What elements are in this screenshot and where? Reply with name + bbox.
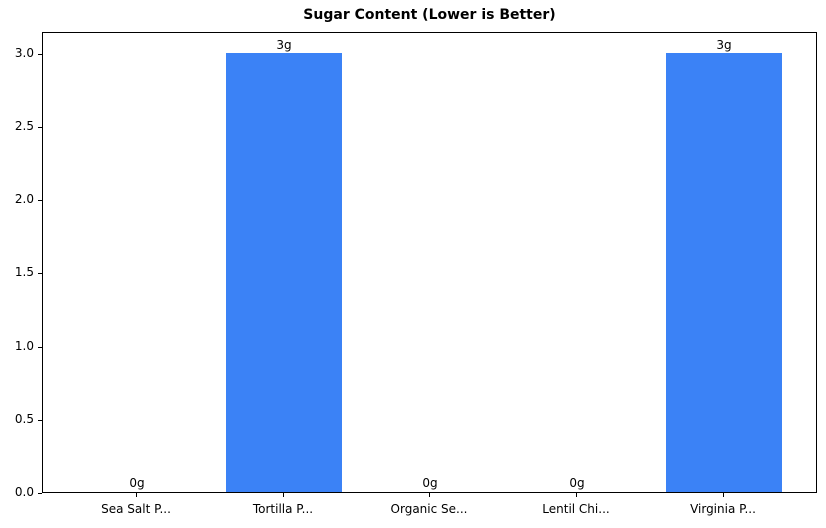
plot-area: 0g 3g 0g 0g 3g: [42, 32, 817, 493]
bar-value-label: 0g: [129, 476, 145, 490]
bar-virginia: [666, 53, 782, 492]
bar-value-label: 3g: [276, 38, 292, 52]
bar-value-label: 0g: [422, 476, 438, 490]
bar-value-label: 0g: [569, 476, 585, 490]
bar-tortilla: [226, 53, 342, 492]
chart-title: Sugar Content (Lower is Better): [303, 7, 556, 23]
bar-value-label: 3g: [716, 38, 732, 52]
